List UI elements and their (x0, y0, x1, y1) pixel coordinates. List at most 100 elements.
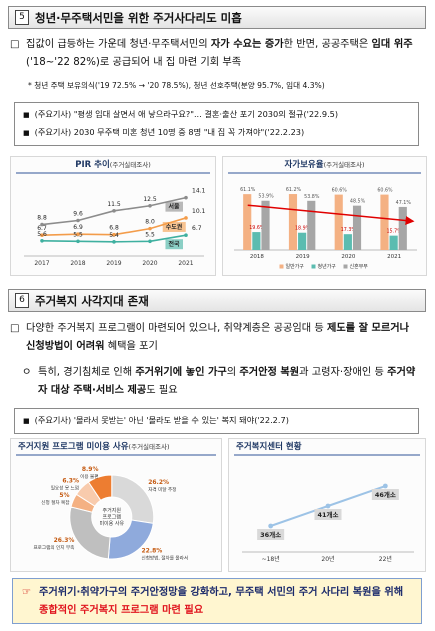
label-box (371, 489, 399, 500)
text-run: 특히, 경기침체로 인해 (38, 367, 136, 378)
legend-label: 일반가구 (286, 263, 305, 270)
title-main: 자가보유율 (284, 159, 323, 170)
data-label: 5.5 (145, 231, 155, 238)
label-box (314, 509, 342, 520)
data-label: 26.2% (148, 479, 169, 486)
text-run: 다양한 주거복지 프로그램이 마련되어 있으나, 취약계층은 공공임대 등 (26, 323, 327, 334)
text-run: 종합적인 주거복지 프로그램 마련 필요 (39, 605, 204, 616)
point (325, 503, 331, 509)
title-main: PIR 추이 (75, 159, 110, 170)
data-label: 6.7 (37, 225, 47, 232)
text-run: 도 필요 (146, 385, 178, 396)
data-label: 11.5 (107, 201, 121, 208)
data-label: 5.5 (73, 231, 83, 238)
point (382, 483, 388, 489)
point (76, 218, 80, 223)
x-tick-label: 2019 (106, 260, 121, 267)
data-label: 53.9% (258, 194, 274, 200)
point (148, 203, 152, 208)
legend-swatch (279, 264, 284, 269)
data-label: 61.2% (286, 187, 302, 193)
bar (261, 200, 270, 250)
bullet: ☞ (22, 587, 32, 598)
data-label: 36개소 (260, 530, 281, 539)
trend-arrow (247, 204, 415, 225)
series-name: 서울 (168, 203, 180, 211)
x-tick-label: 20년 (321, 555, 334, 563)
text-run: 주거위기에 놓인 가구 (135, 367, 227, 378)
point (184, 233, 188, 238)
bar (352, 205, 362, 250)
text-run: 임대 위주 (371, 39, 413, 50)
data-label: 14.1 (192, 188, 206, 195)
x-tick-label: ~18년 (262, 555, 280, 563)
label-box (257, 529, 285, 540)
x-tick-label: 2019 (296, 254, 310, 260)
text-run: 자가 수요는 증가 (210, 39, 284, 50)
data-label: 61.1% (240, 187, 256, 193)
section-title: 청년·무주택서민을 위한 주거사다리도 미흡 (35, 10, 242, 25)
text-run: 주거안정 복원 (239, 367, 300, 378)
title-sub: (주거실태조사) (129, 442, 170, 451)
point (184, 195, 188, 200)
news-text: (주요기사) 2030 무주택 미혼 청년 10명 중 8명 "내 집 꼭 가져… (34, 127, 305, 137)
category-label: 프로그램의 인지 부족 (33, 544, 74, 551)
point (76, 232, 80, 236)
bar (243, 194, 252, 250)
data-label: 17.3% (341, 227, 357, 233)
x-tick-label: 2018 (70, 260, 85, 267)
text-run: 주거위기·취약가구의 주거안정망을 강화하고, 무주택 서민의 주거 사다리 복… (39, 587, 404, 598)
x-tick-label: 2020 (341, 254, 355, 260)
chart-title: 주거지원 프로그램 미이용 사유(주거실태조사) (18, 441, 170, 452)
pie-slice (87, 474, 113, 502)
data-label: 60.6% (377, 188, 393, 194)
bar (288, 194, 298, 250)
title-main: 주거복지센터 현황 (236, 441, 302, 452)
legend-label: 청년가구 (318, 263, 337, 270)
point (184, 216, 188, 220)
data-label: 41개소 (317, 510, 338, 519)
news-item: ■ (주요기사) 2030 무주택 미혼 청년 10명 중 8명 "내 집 꼭 가… (23, 124, 410, 142)
paragraph-body: 특히, 경기침체로 인해 주거위기에 놓인 가구의 주거안정 복원과 고령자·장… (38, 367, 415, 396)
data-label: 60.6% (332, 188, 348, 194)
news-box: ■ (주요기사) '몰라서 못받는' 아닌 '몰라도 받을 수 있는' 복지 돼야… (14, 408, 419, 434)
news-text: (주요기사) '몰라서 못받는' 아닌 '몰라도 받을 수 있는' 복지 돼야(… (34, 415, 289, 425)
data-label: 9.6 (73, 210, 83, 217)
text-run: 주거약자 대상 주택·서비스 제공 (38, 367, 416, 396)
series-name: 전국 (168, 240, 180, 248)
series-name-box (165, 201, 183, 212)
news-box: ■ (주요기사) "평생 임대 살면서 애 낳으라구요?"... 결혼·출산 포기… (14, 102, 419, 146)
point (112, 240, 116, 244)
data-label: 6.9 (73, 224, 83, 231)
data-label: 8.8 (37, 215, 47, 222)
x-tick-label: 2021 (387, 254, 401, 260)
bullet: ■ (23, 417, 30, 425)
bullet: □ (10, 323, 20, 334)
bar (252, 232, 261, 250)
bar (398, 206, 407, 250)
data-label: 6.8 (109, 225, 119, 232)
series-name-box (162, 221, 186, 232)
point (148, 239, 152, 244)
bar (334, 194, 343, 250)
section-header: 6 주거복지 사각지대 존재 (8, 289, 426, 312)
data-label: 22.8% (141, 548, 162, 555)
data-label: 46개소 (375, 490, 396, 499)
chart-title: PIR 추이(주거실태조사) (75, 159, 151, 170)
point (148, 226, 152, 231)
chart: 주거지원 프로그램 미이용 사유(주거실태조사) 26.2%자격 미달 추정 22.… (10, 438, 222, 572)
title-sub: (주거실태조사) (110, 160, 151, 169)
category-label: 신청 절차 복잡 (41, 499, 70, 506)
title-sub: (주거실태조사) (324, 160, 365, 169)
bar (380, 194, 389, 250)
bullet: ■ (23, 111, 30, 119)
category-label: 자격 미달 추정 (148, 486, 176, 493)
center-label: 프로그램 (103, 514, 122, 521)
legend-label: 신혼부부 (350, 263, 369, 270)
chart-title: 자가보유율(주거실태조사) (284, 159, 364, 170)
x-tick-label: 2017 (34, 260, 49, 267)
data-label: 8.9% (82, 466, 99, 473)
x-tick-label: 2021 (178, 260, 193, 267)
paragraph-body: 집값이 급등하는 가운데 청년·무주택서민의 자가 수요는 증가한 반면, 공공… (26, 39, 413, 68)
